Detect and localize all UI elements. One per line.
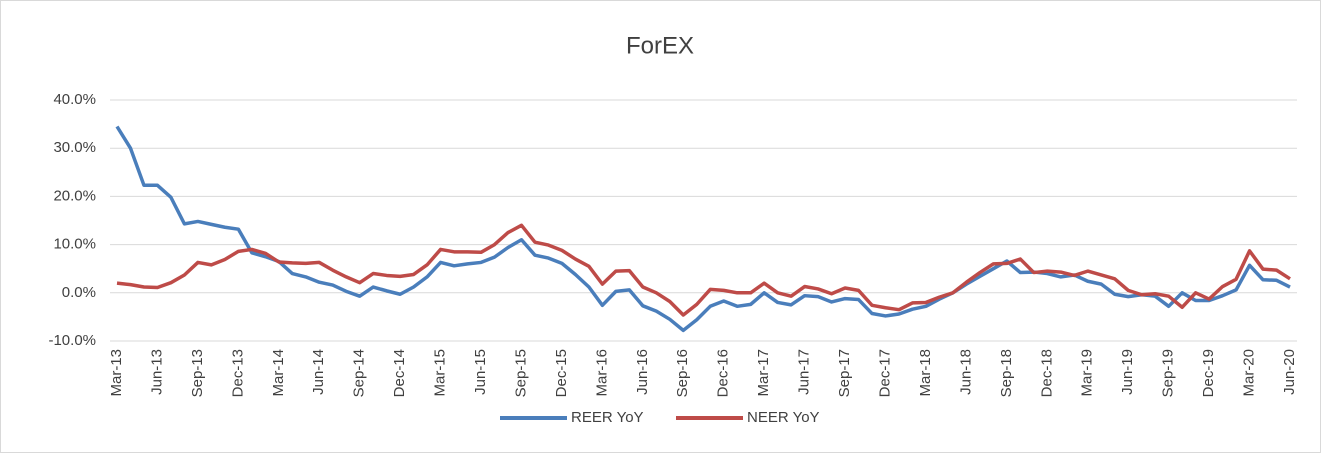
x-tick-label: Mar-20 — [1241, 349, 1258, 397]
x-tick-label: Jun-14 — [310, 349, 327, 395]
chart-title: ForEX — [626, 32, 694, 59]
x-tick-label: Dec-19 — [1200, 349, 1217, 397]
x-tick-label: Mar-16 — [593, 349, 610, 397]
x-tick-label: Dec-16 — [715, 349, 732, 397]
x-tick-label: Sep-16 — [674, 349, 691, 397]
x-tick-label: Sep-17 — [836, 349, 853, 397]
y-tick-label: 10.0% — [53, 236, 96, 253]
x-tick-label: Mar-15 — [432, 349, 449, 397]
y-tick-label: -10.0% — [48, 332, 96, 349]
x-tick-label: Jun-20 — [1281, 349, 1298, 395]
x-tick-label: Jun-17 — [796, 349, 813, 395]
y-tick-label: 20.0% — [53, 187, 96, 204]
y-tick-label: 30.0% — [53, 139, 96, 156]
x-tick-label: Sep-13 — [189, 349, 206, 397]
y-tick-label: 0.0% — [62, 284, 96, 301]
legend-label: REER YoY — [571, 409, 644, 426]
x-tick-label: Mar-18 — [917, 349, 934, 397]
legend-label: NEER YoY — [747, 409, 820, 426]
line-series — [115, 125, 1291, 333]
x-tick-label: Jun-19 — [1119, 349, 1136, 395]
x-tick-label: Dec-13 — [229, 349, 246, 397]
x-tick-label: Mar-13 — [108, 349, 125, 397]
x-tick-label: Dec-18 — [1038, 349, 1055, 397]
x-tick-label: Mar-14 — [270, 349, 287, 397]
x-tick-label: Jun-18 — [957, 349, 974, 395]
x-tick-label: Sep-14 — [351, 349, 368, 397]
x-tick-label: Mar-19 — [1079, 349, 1096, 397]
x-tick-label: Dec-15 — [553, 349, 570, 397]
x-tick-label: Jun-16 — [634, 349, 651, 395]
x-tick-label: Sep-19 — [1160, 349, 1177, 397]
x-tick-label: Dec-14 — [391, 349, 408, 397]
x-tick-label: Sep-15 — [512, 349, 529, 397]
x-tick-label: Sep-18 — [998, 349, 1015, 397]
x-tick-label: Mar-17 — [755, 349, 772, 397]
y-tick-label: 40.0% — [53, 91, 96, 108]
x-tick-label: Jun-13 — [148, 349, 165, 395]
x-tick-label: Dec-17 — [876, 349, 893, 397]
line-series — [116, 223, 1291, 317]
x-tick-label: Jun-15 — [472, 349, 489, 395]
